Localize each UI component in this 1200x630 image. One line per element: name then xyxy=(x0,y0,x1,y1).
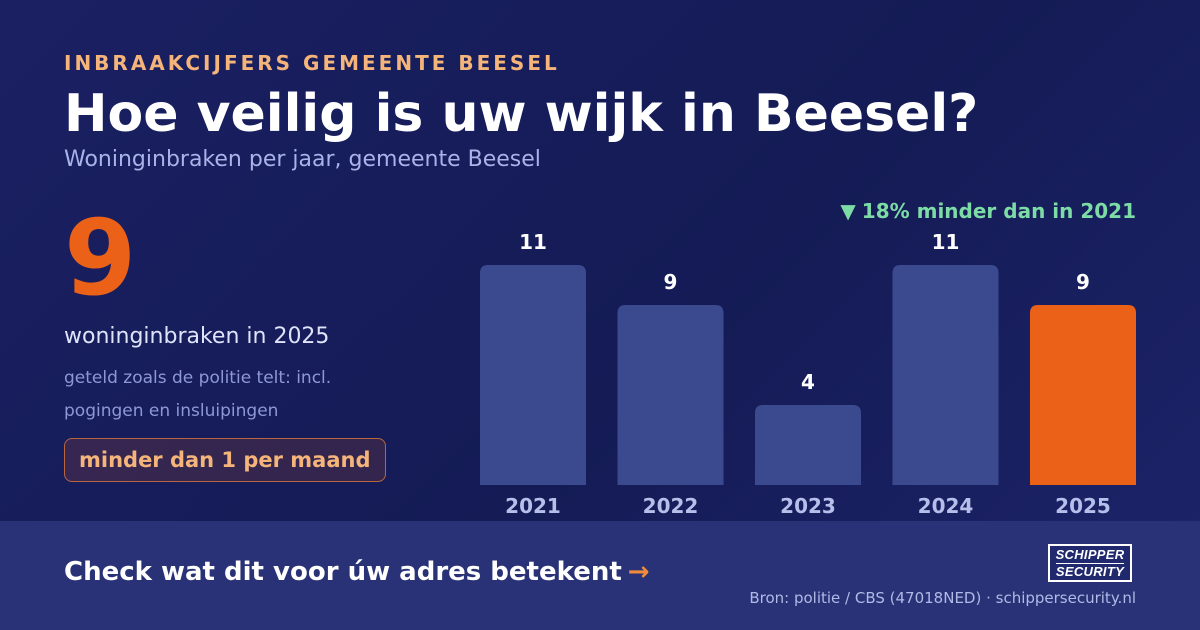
footer-bar xyxy=(0,521,1200,630)
value-label-2023: 4 xyxy=(801,370,815,394)
kpi-note: geteld zoals de politie telt: incl. pogi… xyxy=(64,368,332,421)
change-text: 18% minder dan in 2021 xyxy=(861,199,1136,223)
tick-label-2023: 2023 xyxy=(780,494,836,518)
tick-label-2025: 2025 xyxy=(1055,494,1111,518)
monthly-rate-badge: minder dan 1 per maand xyxy=(64,438,386,482)
bar-2025 xyxy=(1030,305,1136,485)
tick-label-2021: 2021 xyxy=(505,494,561,518)
page-subtitle: Woninginbraken per jaar, gemeente Beesel xyxy=(64,147,541,172)
bar-2021 xyxy=(480,265,586,485)
logo-line-2: SECURITY xyxy=(1055,562,1125,579)
cta-text: Check wat dit voor úw adres betekent xyxy=(64,557,622,587)
source-note: Bron: politie / CBS (47018NED) · schippe… xyxy=(749,589,1136,607)
value-label-2025: 9 xyxy=(1076,270,1090,294)
down-triangle-icon: ▼ xyxy=(840,199,856,223)
bar-2022 xyxy=(617,305,724,485)
bar-2023 xyxy=(755,405,861,485)
company-logo: SCHIPPER SECURITY xyxy=(1048,544,1132,582)
logo-line-1: SCHIPPER xyxy=(1055,546,1125,562)
kpi-label: woninginbraken in 2025 xyxy=(64,324,330,349)
bar-2024 xyxy=(892,265,999,485)
kpi-value: 9 xyxy=(64,197,137,319)
value-label-2024: 11 xyxy=(932,230,960,254)
value-label-2021: 11 xyxy=(519,230,547,254)
eyebrow-label: INBRAAKCIJFERS GEMEENTE BEESEL xyxy=(64,51,560,75)
tick-label-2022: 2022 xyxy=(643,494,699,518)
change-indicator: ▼ 18% minder dan in 2021 xyxy=(840,199,1136,223)
cta-link[interactable]: Check wat dit voor úw adres betekent → xyxy=(64,557,650,587)
tick-label-2024: 2024 xyxy=(918,494,974,518)
page-title: Hoe veilig is uw wijk in Beesel? xyxy=(64,84,979,144)
value-label-2022: 9 xyxy=(664,270,678,294)
arrow-right-icon: → xyxy=(627,557,650,587)
